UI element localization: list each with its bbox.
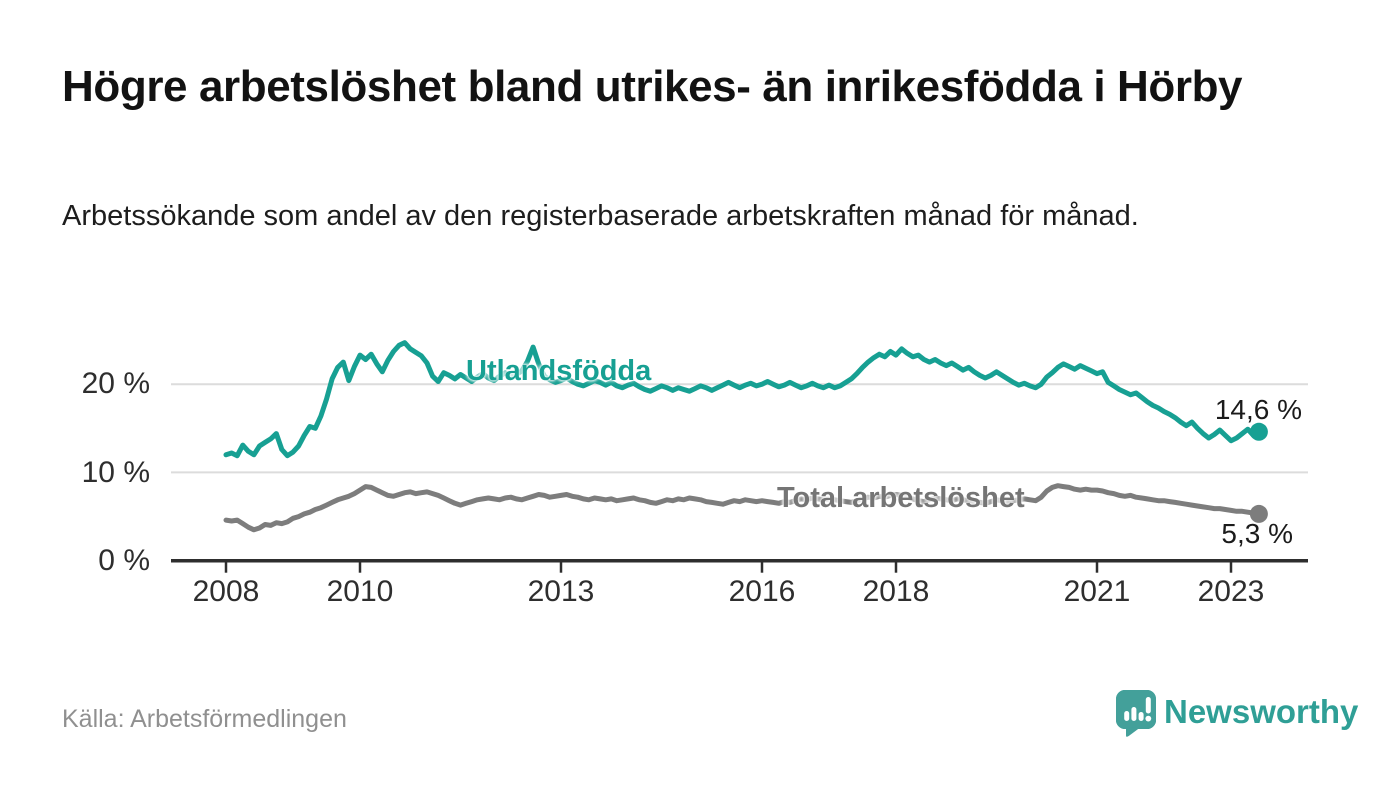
series-label-utlandsfodda: Utlandsfödda (466, 355, 652, 387)
x-axis-tick-label-2013: 2013 (527, 575, 595, 608)
x-axis-tick-label-2018: 2018 (862, 575, 930, 608)
page-title: Högre arbetslöshet bland utrikes- än inr… (62, 62, 1243, 111)
y-axis-tick-label-20: 20 % (81, 367, 150, 400)
x-axis-tick-label-2016: 2016 (728, 575, 796, 608)
page-subtitle: Arbetssökande som andel av den registerb… (62, 200, 1139, 232)
series-label-total-arbetsloshet: Total arbetslöshet (777, 482, 1025, 514)
end-value-label-utlandsfodda: 14,6 % (1214, 394, 1302, 425)
x-axis-tick-label-2023: 2023 (1197, 575, 1265, 608)
end-value-label-total: 5,3 % (1221, 518, 1293, 549)
y-axis-tick-label-10: 10 % (81, 456, 150, 489)
source-note: Källa: Arbetsförmedlingen (62, 705, 347, 733)
newsworthy-wordmark: Newsworthy (1164, 693, 1359, 730)
x-axis-tick-label-2021: 2021 (1063, 575, 1131, 608)
y-axis-tick-label-0: 0 % (98, 544, 150, 577)
x-axis-tick-label-2008: 2008 (192, 575, 260, 608)
newsworthy-bubble-chart-icon (1116, 690, 1156, 737)
x-axis-tick-label-2010: 2010 (326, 575, 394, 608)
